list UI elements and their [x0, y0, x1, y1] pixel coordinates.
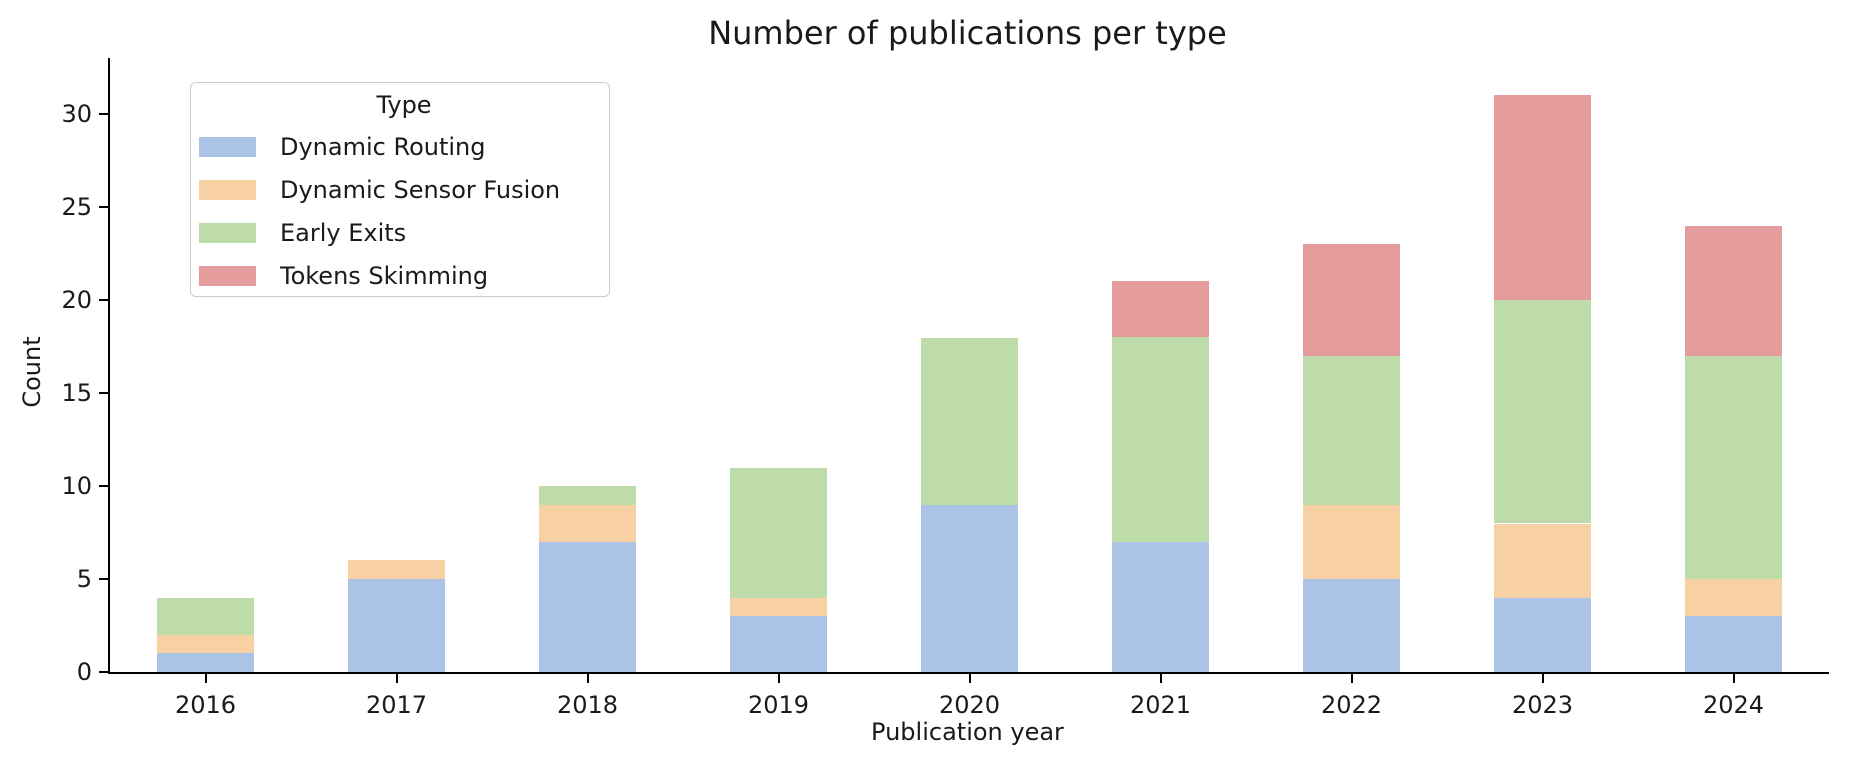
x-tick-mark: [777, 674, 780, 683]
x-tick-label: 2022: [1320, 691, 1383, 719]
y-tick-mark: [99, 484, 108, 487]
legend-item-label: Dynamic Routing: [280, 132, 486, 161]
bar-segment: [730, 597, 827, 616]
chart-title: Number of publications per type: [708, 14, 1227, 52]
y-tick-mark: [99, 391, 108, 394]
legend-item-label: Dynamic Sensor Fusion: [280, 175, 561, 204]
bar-segment: [1685, 579, 1782, 616]
x-tick-label: 2024: [1702, 691, 1765, 719]
legend-item: Early Exits: [199, 211, 609, 254]
bar-segment: [539, 505, 636, 542]
bar-segment: [348, 579, 445, 672]
bar-segment: [1303, 505, 1400, 579]
x-tick-label: 2016: [174, 691, 237, 719]
y-axis-label: Count: [18, 336, 46, 408]
legend-item: Dynamic Routing: [199, 125, 609, 168]
bar-segment: [1685, 226, 1782, 356]
bar-segment: [1303, 579, 1400, 672]
bar-segment: [730, 468, 827, 598]
bar-segment: [157, 634, 254, 653]
bar-segment: [539, 486, 636, 505]
x-tick-label: 2020: [938, 691, 1001, 719]
bar-segment: [157, 598, 254, 635]
bar-segment: [1112, 337, 1209, 542]
x-axis-label: Publication year: [871, 718, 1064, 746]
y-tick-mark: [99, 577, 108, 580]
y-tick-label: 5: [76, 564, 92, 593]
x-tick-mark: [586, 674, 589, 683]
bar-segment: [539, 542, 636, 672]
x-tick-label: 2019: [747, 691, 810, 719]
bar-segment: [1303, 356, 1400, 505]
legend-item: Tokens Skimming: [199, 254, 609, 297]
x-tick-mark: [1732, 674, 1735, 683]
x-tick-label: 2023: [1511, 691, 1574, 719]
y-tick-mark: [99, 205, 108, 208]
legend-swatch: [199, 179, 256, 200]
x-tick-mark: [1350, 674, 1353, 683]
legend-swatch: [199, 136, 256, 157]
bar-segment: [1494, 598, 1591, 672]
bar-segment: [1494, 300, 1591, 523]
bar-segment: [921, 338, 1018, 505]
bar-segment: [1494, 524, 1591, 598]
legend: Type Dynamic Routing Dynamic Sensor Fusio…: [190, 82, 610, 297]
y-tick-label: 30: [61, 99, 92, 128]
x-tick-mark: [968, 674, 971, 683]
x-tick-mark: [395, 674, 398, 683]
legend-swatch: [199, 265, 256, 286]
y-tick-label: 25: [61, 192, 92, 221]
x-tick-label: 2018: [556, 691, 619, 719]
bar-segment: [1112, 542, 1209, 672]
y-tick-mark: [99, 298, 108, 301]
x-tick-mark: [204, 674, 207, 683]
legend-items: Dynamic Routing Dynamic Sensor Fusion Earl…: [199, 125, 609, 297]
legend-item: Dynamic Sensor Fusion: [199, 168, 609, 211]
bar-segment: [157, 653, 254, 672]
legend-title: Type: [376, 91, 432, 119]
y-tick-label: 0: [76, 658, 92, 686]
plot-area: Type Dynamic Routing Dynamic Sensor Fusio…: [61, 58, 1829, 718]
y-tick-mark: [99, 671, 108, 673]
x-tick-mark: [1159, 674, 1162, 683]
x-tick-label: 2021: [1129, 691, 1192, 719]
y-tick-label: 15: [61, 378, 92, 407]
bar-segment: [1685, 356, 1782, 579]
bar-segment: [1303, 244, 1400, 356]
y-tick-mark: [99, 112, 108, 115]
bar-segment: [1494, 95, 1591, 300]
y-tick-label: 10: [61, 471, 92, 500]
x-tick-mark: [1541, 674, 1544, 683]
x-tick-label: 2017: [365, 691, 428, 719]
bar-segment: [921, 505, 1018, 672]
bar-segment: [1112, 281, 1209, 337]
bar-segment: [1685, 616, 1782, 672]
bar-segment: [730, 616, 827, 672]
y-tick-label: 20: [61, 285, 92, 314]
legend-swatch: [199, 222, 256, 243]
bar-segment: [348, 560, 445, 579]
legend-item-label: Tokens Skimming: [280, 261, 489, 290]
legend-item-label: Early Exits: [280, 218, 407, 247]
